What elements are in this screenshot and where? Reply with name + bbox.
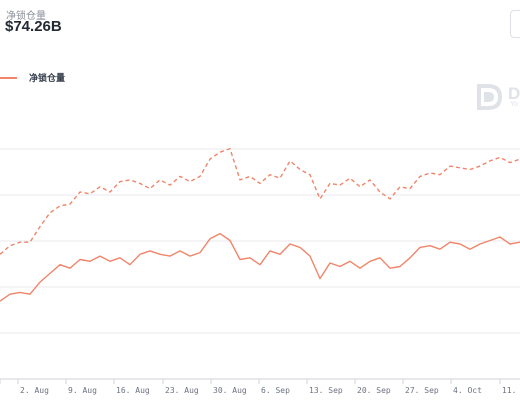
- metric-value: $74.26B: [5, 18, 62, 35]
- x-tick-label-4: 23. Aug: [165, 386, 199, 395]
- grid-lines: [0, 148, 520, 380]
- x-tick-label-3: 16. Aug: [116, 386, 150, 395]
- series-lines: [0, 148, 520, 302]
- watermark-letter: D: [508, 84, 520, 103]
- x-tick-label-11: 11.: [502, 386, 516, 395]
- metric-label: 净锁仓量: [6, 11, 46, 22]
- x-tick-label-8: 20. Sep: [357, 386, 391, 395]
- x-tick-label-6: 6. Sep: [261, 386, 290, 395]
- chart-legend[interactable]: 净锁仓量: [0, 71, 65, 84]
- series-line-dashed: [0, 148, 520, 255]
- x-axis-ticks: 2. Aug 9. Aug 16. Aug 23. Aug 30. Aug 6. Sep 1…: [0, 379, 516, 395]
- x-tick-label-7: 13. Sep: [309, 386, 343, 395]
- legend-label: 净锁仓量: [29, 73, 66, 83]
- x-tick-label-1: 2. Aug: [20, 386, 49, 395]
- series-line-solid: [0, 232, 520, 302]
- x-tick-label-9: 27. Sep: [405, 386, 439, 395]
- x-tick-label-2: 9. Aug: [68, 386, 97, 395]
- chart-options-button[interactable]: [510, 10, 520, 38]
- x-tick-label-10: 4. Oct: [453, 386, 482, 395]
- watermark-logo-icon: [477, 84, 503, 110]
- legend-swatch: [0, 76, 17, 79]
- watermark-subtext: Yo: [510, 101, 518, 108]
- x-tick-label-5: 30. Aug: [213, 386, 247, 395]
